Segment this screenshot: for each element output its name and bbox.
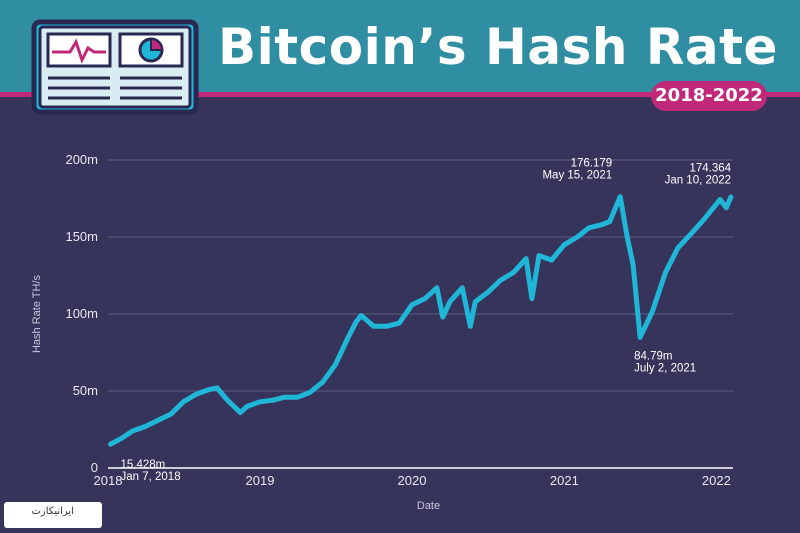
annotation-date: Jan 7, 2018 — [120, 471, 180, 483]
annotation-value: 84.79m — [634, 350, 672, 362]
watermark-logo: ایرانیکارت — [4, 502, 102, 528]
header-divider-stripe — [0, 92, 800, 97]
page-title: Bitcoin’s Hash Rate — [218, 18, 778, 76]
annotation-date: Jan 10, 2022 — [665, 174, 732, 186]
y-tick-label: 100m — [65, 306, 98, 321]
annotation-value: 174.364 — [690, 162, 732, 174]
y-tick-label: 50m — [73, 383, 98, 398]
y-tick-label: 0 — [91, 460, 98, 475]
dashboard-monitor-icon — [30, 18, 200, 116]
x-tick-label: 2021 — [550, 473, 579, 488]
annotation-date: May 15, 2021 — [542, 170, 612, 182]
x-axis-label: Date — [417, 500, 440, 512]
series-line-hash-rate — [108, 194, 734, 447]
watermark-text: ایرانیکارت — [31, 506, 74, 517]
x-tick-label: 2020 — [398, 473, 427, 488]
y-tick-label: 150m — [65, 229, 98, 244]
x-tick-label: 2022 — [702, 473, 731, 488]
annotation-value: 176.179 — [571, 158, 613, 170]
x-tick-label: 2018 — [94, 473, 123, 488]
y-tick-label: 200m — [65, 152, 98, 167]
y-axis-label: Hash Rate TH/s — [31, 274, 43, 353]
date-range-badge: 2018-2022 — [651, 81, 767, 111]
annotation-value: 15.428m — [120, 459, 165, 471]
annotation-date: July 2, 2021 — [634, 362, 696, 374]
x-tick-label: 2019 — [246, 473, 275, 488]
